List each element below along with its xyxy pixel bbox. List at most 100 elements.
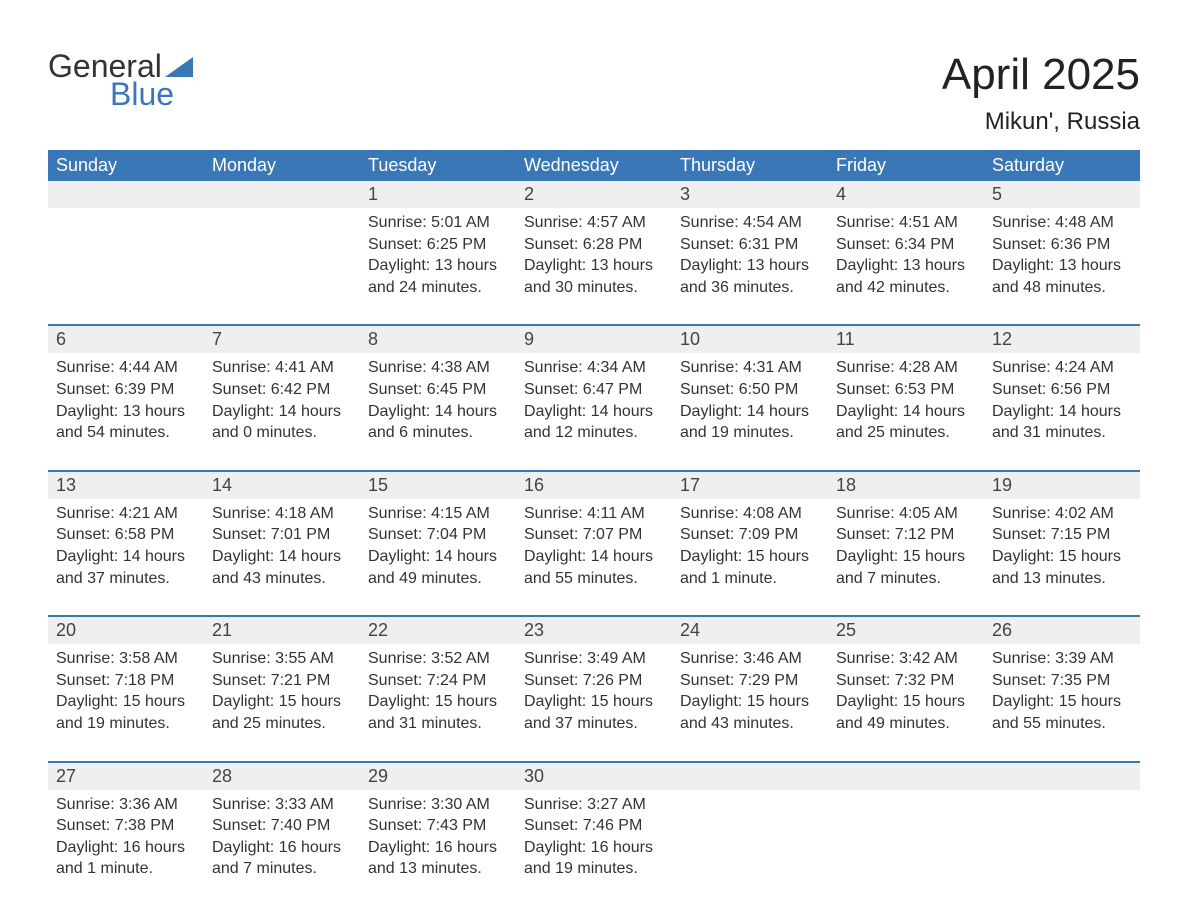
day-number: 27	[56, 766, 76, 786]
day-number: 12	[992, 329, 1012, 349]
day-number-row: 6789101112	[48, 325, 1140, 353]
sunset-line: Sunset: 6:47 PM	[524, 379, 664, 401]
sunrise-line: Sunrise: 3:55 AM	[212, 648, 352, 670]
sunrise-line: Sunrise: 3:33 AM	[212, 794, 352, 816]
day-content-cell: Sunrise: 4:34 AMSunset: 6:47 PMDaylight:…	[516, 353, 672, 470]
daylight-line: Daylight: 15 hours and 13 minutes.	[992, 546, 1132, 589]
day-number: 17	[680, 475, 700, 495]
daylight-line: Daylight: 16 hours and 19 minutes.	[524, 837, 664, 880]
day-number-cell: 21	[204, 616, 360, 644]
day-content-cell: Sunrise: 3:33 AMSunset: 7:40 PMDaylight:…	[204, 790, 360, 906]
day-content-cell: Sunrise: 3:46 AMSunset: 7:29 PMDaylight:…	[672, 644, 828, 761]
day-content-cell: Sunrise: 4:24 AMSunset: 6:56 PMDaylight:…	[984, 353, 1140, 470]
day-content-cell: Sunrise: 3:58 AMSunset: 7:18 PMDaylight:…	[48, 644, 204, 761]
day-content-cell: Sunrise: 4:31 AMSunset: 6:50 PMDaylight:…	[672, 353, 828, 470]
sunrise-line: Sunrise: 4:38 AM	[368, 357, 508, 379]
sunrise-line: Sunrise: 3:30 AM	[368, 794, 508, 816]
sunset-line: Sunset: 7:21 PM	[212, 670, 352, 692]
day-number: 16	[524, 475, 544, 495]
daylight-line: Daylight: 15 hours and 1 minute.	[680, 546, 820, 589]
sunrise-line: Sunrise: 4:48 AM	[992, 212, 1132, 234]
daylight-line: Daylight: 14 hours and 12 minutes.	[524, 401, 664, 444]
day-header: Tuesday	[360, 150, 516, 181]
day-number: 30	[524, 766, 544, 786]
day-number-cell: 13	[48, 471, 204, 499]
daylight-line: Daylight: 16 hours and 1 minute.	[56, 837, 196, 880]
daylight-line: Daylight: 13 hours and 24 minutes.	[368, 255, 508, 298]
day-content-cell: Sunrise: 4:51 AMSunset: 6:34 PMDaylight:…	[828, 208, 984, 325]
day-number: 21	[212, 620, 232, 640]
sunrise-line: Sunrise: 4:21 AM	[56, 503, 196, 525]
day-number-cell	[204, 181, 360, 208]
sunset-line: Sunset: 7:15 PM	[992, 524, 1132, 546]
day-number-cell: 9	[516, 325, 672, 353]
sunset-line: Sunset: 7:12 PM	[836, 524, 976, 546]
day-content-cell: Sunrise: 4:05 AMSunset: 7:12 PMDaylight:…	[828, 499, 984, 616]
day-number: 28	[212, 766, 232, 786]
sunrise-line: Sunrise: 3:39 AM	[992, 648, 1132, 670]
daylight-line: Daylight: 15 hours and 49 minutes.	[836, 691, 976, 734]
daylight-line: Daylight: 13 hours and 30 minutes.	[524, 255, 664, 298]
day-number: 19	[992, 475, 1012, 495]
logo-word2: Blue	[110, 78, 193, 110]
day-number-row: 12345	[48, 181, 1140, 208]
day-content-row: Sunrise: 5:01 AMSunset: 6:25 PMDaylight:…	[48, 208, 1140, 325]
day-number: 20	[56, 620, 76, 640]
calendar-table: SundayMondayTuesdayWednesdayThursdayFrid…	[48, 150, 1140, 906]
day-number-cell: 27	[48, 762, 204, 790]
sunset-line: Sunset: 7:38 PM	[56, 815, 196, 837]
daylight-line: Daylight: 13 hours and 54 minutes.	[56, 401, 196, 444]
day-content-cell: Sunrise: 4:54 AMSunset: 6:31 PMDaylight:…	[672, 208, 828, 325]
day-content-cell: Sunrise: 4:11 AMSunset: 7:07 PMDaylight:…	[516, 499, 672, 616]
day-number: 24	[680, 620, 700, 640]
sunset-line: Sunset: 7:35 PM	[992, 670, 1132, 692]
sunrise-line: Sunrise: 4:31 AM	[680, 357, 820, 379]
day-content-cell	[48, 208, 204, 325]
day-number-cell: 20	[48, 616, 204, 644]
sunset-line: Sunset: 7:24 PM	[368, 670, 508, 692]
day-number: 18	[836, 475, 856, 495]
sunset-line: Sunset: 7:18 PM	[56, 670, 196, 692]
day-content-cell: Sunrise: 4:57 AMSunset: 6:28 PMDaylight:…	[516, 208, 672, 325]
day-number-cell: 15	[360, 471, 516, 499]
day-content-cell: Sunrise: 4:02 AMSunset: 7:15 PMDaylight:…	[984, 499, 1140, 616]
day-content-cell: Sunrise: 4:41 AMSunset: 6:42 PMDaylight:…	[204, 353, 360, 470]
day-number-row: 20212223242526	[48, 616, 1140, 644]
day-header: Sunday	[48, 150, 204, 181]
sunset-line: Sunset: 7:26 PM	[524, 670, 664, 692]
day-number: 26	[992, 620, 1012, 640]
day-number: 25	[836, 620, 856, 640]
day-number-cell: 16	[516, 471, 672, 499]
day-number-cell: 6	[48, 325, 204, 353]
daylight-line: Daylight: 14 hours and 43 minutes.	[212, 546, 352, 589]
day-number-row: 13 14 15 16 17 18 19	[48, 471, 1140, 499]
sunrise-line: Sunrise: 4:24 AM	[992, 357, 1132, 379]
daylight-line: Daylight: 14 hours and 6 minutes.	[368, 401, 508, 444]
day-number: 2	[524, 184, 534, 204]
daylight-line: Daylight: 13 hours and 48 minutes.	[992, 255, 1132, 298]
day-header: Saturday	[984, 150, 1140, 181]
daylight-line: Daylight: 14 hours and 0 minutes.	[212, 401, 352, 444]
sunrise-line: Sunrise: 3:46 AM	[680, 648, 820, 670]
day-number: 9	[524, 329, 534, 349]
day-number-cell	[48, 181, 204, 208]
day-number-cell: 18	[828, 471, 984, 499]
day-number-cell: 4	[828, 181, 984, 208]
daylight-line: Daylight: 15 hours and 31 minutes.	[368, 691, 508, 734]
day-number-cell: 26	[984, 616, 1140, 644]
day-number-cell: 29	[360, 762, 516, 790]
day-content-cell: Sunrise: 3:49 AMSunset: 7:26 PMDaylight:…	[516, 644, 672, 761]
day-number-cell: 5	[984, 181, 1140, 208]
sunset-line: Sunset: 6:45 PM	[368, 379, 508, 401]
daylight-line: Daylight: 13 hours and 42 minutes.	[836, 255, 976, 298]
day-number: 1	[368, 184, 378, 204]
day-number: 4	[836, 184, 846, 204]
sunrise-line: Sunrise: 4:05 AM	[836, 503, 976, 525]
sunrise-line: Sunrise: 4:02 AM	[992, 503, 1132, 525]
day-content-cell: Sunrise: 3:39 AMSunset: 7:35 PMDaylight:…	[984, 644, 1140, 761]
day-number-cell: 12	[984, 325, 1140, 353]
sunrise-line: Sunrise: 3:49 AM	[524, 648, 664, 670]
day-number: 14	[212, 475, 232, 495]
daylight-line: Daylight: 14 hours and 49 minutes.	[368, 546, 508, 589]
daylight-line: Daylight: 16 hours and 13 minutes.	[368, 837, 508, 880]
